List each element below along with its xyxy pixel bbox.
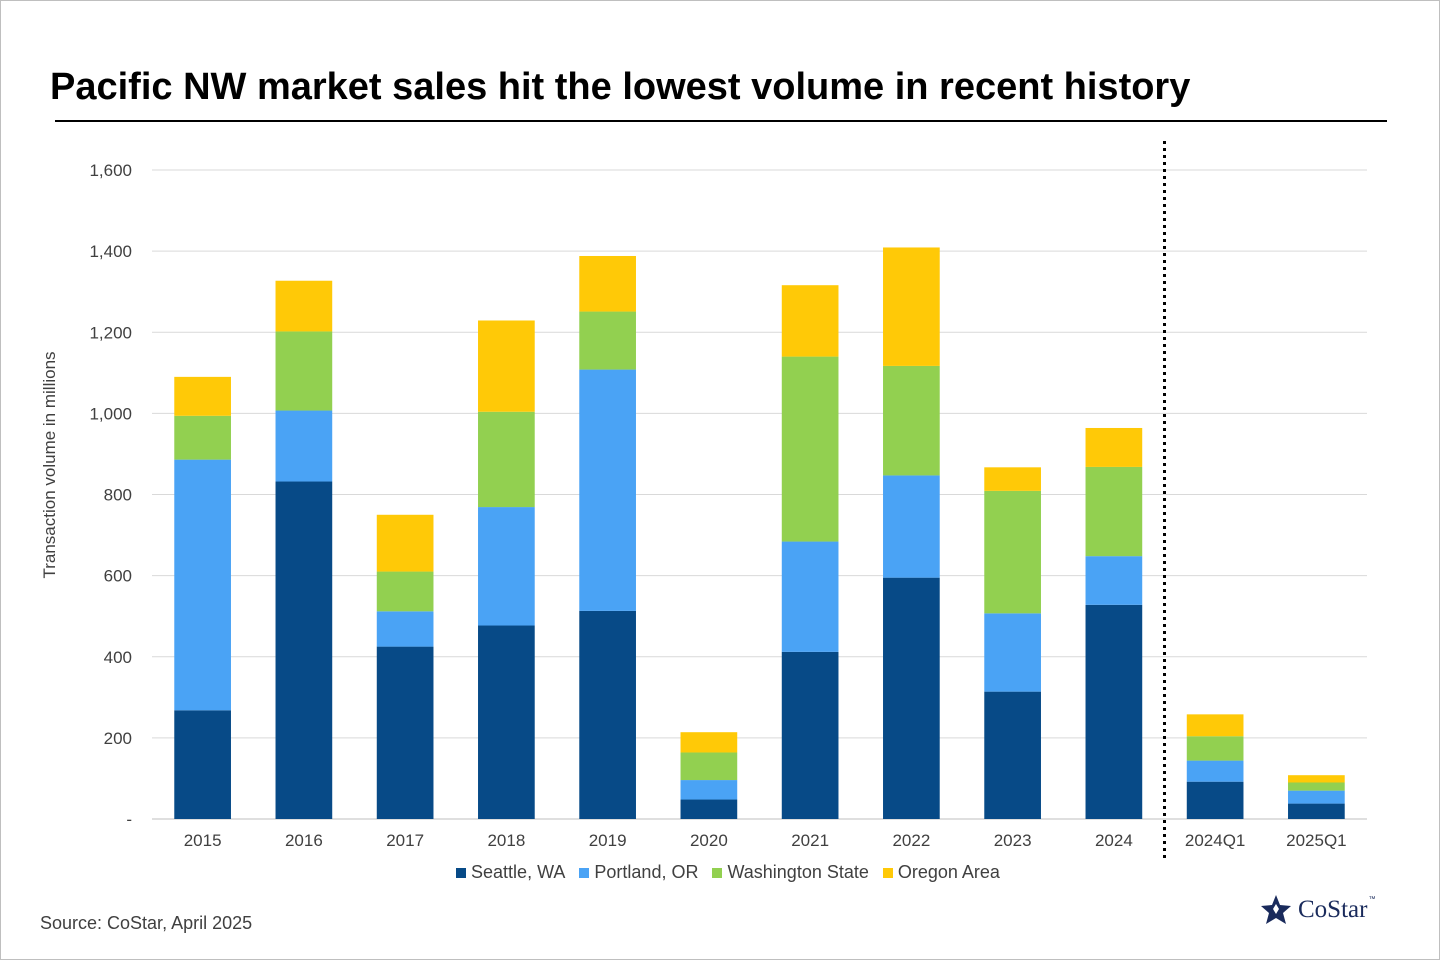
x-tick-label: 2024Q1 — [1185, 831, 1246, 850]
bar-segment — [680, 780, 738, 800]
legend-label: Seattle, WA — [471, 862, 566, 882]
bar-segment — [376, 646, 434, 819]
x-tick-label: 2024 — [1095, 831, 1133, 850]
bar-segment — [478, 507, 535, 626]
legend-label: Washington State — [727, 862, 869, 882]
legend-label: Oregon Area — [897, 862, 1000, 882]
bar-segment — [275, 331, 333, 411]
legend-item: Oregon Area — [882, 862, 1000, 883]
x-tick-label: 2015 — [184, 831, 222, 850]
bar-segment — [275, 280, 333, 332]
y-tick-label: 600 — [104, 567, 132, 586]
legend-label: Portland, OR — [594, 862, 699, 882]
legend-swatch — [712, 867, 723, 878]
x-tick-label: 2023 — [994, 831, 1032, 850]
bar-segment — [1288, 803, 1345, 819]
bar-segment — [781, 541, 839, 652]
bar-segment — [781, 651, 839, 819]
x-axis-tick-labels: 2015 2016 2017 2018 2019 2020 2021 2022 2023 2024… — [184, 831, 1347, 850]
bar-segment — [883, 475, 940, 578]
bar-segment — [478, 411, 535, 508]
bar-segment — [478, 320, 535, 412]
y-tick-label: 400 — [104, 648, 132, 667]
bar-segment — [680, 732, 738, 753]
x-tick-label: 2020 — [690, 831, 728, 850]
chart-title: Pacific NW market sales hit the lowest v… — [50, 66, 1191, 108]
y-axis-tick-labels: - 200 400 600 800 1,000 1,200 1,400 1,600 — [89, 161, 132, 829]
legend-item: Portland, OR — [579, 862, 698, 883]
bar-segment — [579, 255, 636, 312]
bar-segment — [1085, 466, 1143, 557]
y-tick-label: 800 — [104, 486, 132, 505]
y-tick-label: 1,000 — [89, 404, 132, 423]
bars — [174, 247, 1345, 819]
bar-segment — [1186, 736, 1244, 761]
x-tick-label: 2022 — [892, 831, 930, 850]
bar-segment — [579, 610, 636, 819]
bar-segment — [1288, 782, 1345, 791]
costar-logo: CoStar™ — [1260, 894, 1375, 926]
y-tick-label: 200 — [104, 729, 132, 748]
x-tick-label: 2019 — [589, 831, 627, 850]
bar-segment — [174, 459, 231, 711]
bar-segment — [883, 577, 940, 819]
legend-item: Seattle, WA — [456, 862, 565, 883]
bar-segment — [1288, 775, 1345, 783]
bar-segment — [376, 514, 434, 572]
bar-segment — [781, 356, 839, 542]
bar-segment — [781, 285, 839, 357]
bar-segment — [275, 481, 333, 819]
bar-segment — [1186, 781, 1244, 819]
y-tick-label: 1,400 — [89, 242, 132, 261]
bar-segment — [1288, 790, 1345, 804]
y-tick-label: 1,200 — [89, 323, 132, 342]
bar-segment — [883, 365, 940, 476]
legend-swatch — [882, 867, 893, 878]
bar-segment — [579, 369, 636, 611]
legend-swatch — [456, 867, 467, 878]
bar-segment — [984, 467, 1041, 491]
bar-segment — [883, 247, 940, 366]
bar-segment — [174, 376, 231, 416]
y-axis-title: Transaction volume in millions — [40, 351, 59, 578]
bar-segment — [680, 799, 738, 819]
bar-segment — [1085, 556, 1143, 605]
legend-swatch — [579, 867, 590, 878]
x-tick-label: 2025Q1 — [1286, 831, 1347, 850]
gridlines — [152, 169, 1367, 820]
x-tick-label: 2018 — [487, 831, 525, 850]
title-underline — [55, 120, 1387, 122]
bar-segment — [1186, 714, 1244, 737]
bar-segment — [174, 415, 231, 460]
bar-segment — [1085, 427, 1143, 467]
bar-segment — [478, 625, 535, 819]
legend-item: Washington State — [712, 862, 869, 883]
bar-segment — [174, 710, 231, 819]
bar-segment — [275, 410, 333, 482]
x-tick-label: 2017 — [386, 831, 424, 850]
y-tick-label: 1,600 — [89, 161, 132, 180]
bar-segment — [680, 752, 738, 781]
source-note: Source: CoStar, April 2025 — [40, 913, 253, 933]
x-tick-label: 2016 — [285, 831, 323, 850]
bar-segment — [376, 571, 434, 612]
bar-segment — [579, 311, 636, 370]
bar-segment — [984, 691, 1041, 819]
bar-segment — [1085, 604, 1143, 819]
costar-star-icon — [1261, 895, 1291, 924]
costar-logo-text: CoStar™ — [1298, 896, 1376, 923]
y-tick-label: - — [126, 810, 132, 829]
bar-segment — [984, 490, 1041, 614]
legend: Seattle, WA Portland, OR Washington State O… — [0, 862, 1440, 883]
bar-segment — [984, 613, 1041, 692]
x-tick-label: 2021 — [791, 831, 829, 850]
bar-segment — [376, 611, 434, 647]
bar-segment — [1186, 760, 1244, 782]
